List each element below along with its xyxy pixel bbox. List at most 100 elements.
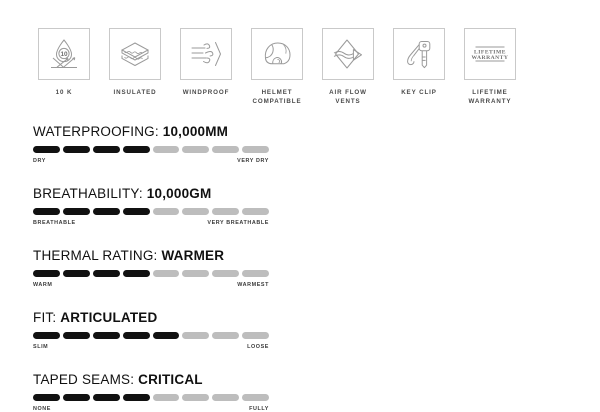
rating-segment bbox=[62, 208, 90, 215]
air-flow-vents-icon bbox=[330, 36, 366, 72]
spec-list: WATERPROOFING: 10,000MM DRY VERY DRY BRE… bbox=[33, 124, 269, 412]
rating-segment bbox=[33, 146, 60, 153]
spec-scale-min: BREATHABLE bbox=[33, 220, 76, 226]
spec-scale-min: DRY bbox=[33, 158, 46, 164]
feature-icon-box: 10 bbox=[38, 28, 90, 80]
spec-value: 10,000MM bbox=[162, 124, 229, 139]
feature-icon-box bbox=[180, 28, 232, 80]
rating-segment bbox=[33, 270, 60, 277]
spec-row-fit: FIT: ARTICULATED SLIM LOOSE bbox=[33, 310, 269, 350]
rating-segment bbox=[152, 332, 180, 339]
rating-segment bbox=[122, 208, 150, 215]
spec-scale: BREATHABLE VERY BREATHABLE bbox=[33, 220, 269, 226]
rating-segment bbox=[62, 270, 90, 277]
rating-segment bbox=[152, 270, 180, 277]
insulated-layers-icon bbox=[117, 36, 153, 72]
spec-name: FIT: bbox=[33, 310, 57, 325]
feature-icon-box bbox=[109, 28, 161, 80]
rating-segment bbox=[212, 394, 240, 401]
rating-segment bbox=[33, 208, 60, 215]
rating-segment bbox=[212, 270, 240, 277]
rating-segment bbox=[182, 208, 210, 215]
feature-label: INSULATED bbox=[113, 89, 157, 96]
rating-segment bbox=[242, 208, 269, 215]
rating-segment bbox=[92, 270, 120, 277]
spec-name: BREATHABILITY: bbox=[33, 186, 143, 201]
feature-icon-box: LIFETIME WARRANTY bbox=[464, 28, 516, 80]
spec-name: TAPED SEAMS: bbox=[33, 372, 135, 387]
rating-segment bbox=[122, 394, 150, 401]
feature-icon-box bbox=[251, 28, 303, 80]
key-clip-icon bbox=[401, 36, 437, 72]
feature-key-clip: KEY CLIP bbox=[393, 28, 445, 97]
feature-icon-box bbox=[393, 28, 445, 80]
feature-icon-strip: 10 10 K bbox=[0, 0, 600, 106]
feature-icon-box bbox=[322, 28, 374, 80]
rating-segment bbox=[62, 332, 90, 339]
spec-scale-min: WARM bbox=[33, 282, 53, 288]
spec-value: 10,000GM bbox=[146, 186, 212, 201]
spec-scale: SLIM LOOSE bbox=[33, 344, 269, 350]
spec-name: THERMAL RATING: bbox=[33, 248, 158, 263]
rating-segment bbox=[242, 270, 269, 277]
feature-windproof: WINDPROOF bbox=[180, 28, 232, 97]
feature-label: AIR FLOW VENTS bbox=[329, 89, 367, 105]
feature-label: KEY CLIP bbox=[401, 89, 437, 96]
spec-scale-max: FULLY bbox=[249, 406, 269, 412]
spec-value: ARTICULATED bbox=[60, 310, 158, 325]
spec-rating-bar bbox=[33, 394, 269, 401]
spec-value: CRITICAL bbox=[138, 372, 203, 387]
rating-segment bbox=[92, 208, 120, 215]
spec-rating-bar bbox=[33, 146, 269, 153]
rating-segment bbox=[212, 332, 240, 339]
rating-segment bbox=[122, 270, 150, 277]
spec-scale-max: VERY DRY bbox=[237, 158, 269, 164]
rating-segment bbox=[152, 146, 180, 153]
spec-title: THERMAL RATING: WARMER bbox=[33, 248, 269, 263]
spec-scale: DRY VERY DRY bbox=[33, 158, 269, 164]
rating-segment bbox=[242, 146, 269, 153]
spec-rating-bar bbox=[33, 332, 269, 339]
rating-segment bbox=[212, 146, 240, 153]
rating-segment bbox=[122, 332, 150, 339]
spec-scale-max: WARMEST bbox=[237, 282, 269, 288]
rating-segment bbox=[212, 208, 240, 215]
spec-rating-bar bbox=[33, 208, 269, 215]
rating-segment bbox=[33, 332, 60, 339]
drop-number-text: 10 bbox=[60, 51, 68, 58]
spec-scale-min: SLIM bbox=[33, 344, 49, 350]
rating-segment bbox=[92, 332, 120, 339]
feature-label: 10 K bbox=[55, 89, 73, 96]
rating-segment bbox=[62, 146, 90, 153]
rating-segment bbox=[33, 394, 60, 401]
feature-waterproof: 10 10 K bbox=[38, 28, 90, 97]
feature-air-flow-vents: AIR FLOW VENTS bbox=[322, 28, 374, 106]
spec-row-breathability: BREATHABILITY: 10,000GM BREATHABLE VERY … bbox=[33, 186, 269, 226]
rating-segment bbox=[92, 146, 120, 153]
feature-insulated: INSULATED bbox=[109, 28, 161, 97]
spec-title: BREATHABILITY: 10,000GM bbox=[33, 186, 269, 201]
warranty-line-2: WARRANTY bbox=[472, 55, 509, 61]
windproof-wind-icon bbox=[188, 36, 224, 72]
feature-label: WINDPROOF bbox=[182, 89, 230, 96]
rating-segment bbox=[182, 394, 210, 401]
feature-label: HELMET COMPATIBLE bbox=[252, 89, 302, 105]
spec-scale: NONE FULLY bbox=[33, 406, 269, 412]
spec-scale-max: VERY BREATHABLE bbox=[207, 220, 269, 226]
spec-row-taped-seams: TAPED SEAMS: CRITICAL NONE FULLY bbox=[33, 372, 269, 412]
rating-segment bbox=[62, 394, 90, 401]
feature-helmet-compatible: HELMET COMPATIBLE bbox=[251, 28, 303, 106]
lifetime-warranty-icon: LIFETIME WARRANTY bbox=[471, 36, 509, 72]
feature-label: LIFETIME WARRANTY bbox=[468, 89, 512, 105]
spec-scale: WARM WARMEST bbox=[33, 282, 269, 288]
rating-segment bbox=[182, 332, 210, 339]
spec-title: TAPED SEAMS: CRITICAL bbox=[33, 372, 269, 387]
rating-segment bbox=[182, 270, 210, 277]
spec-value: WARMER bbox=[161, 248, 225, 263]
rating-segment bbox=[152, 208, 180, 215]
spec-rating-bar bbox=[33, 270, 269, 277]
rating-segment bbox=[152, 394, 180, 401]
spec-scale-max: LOOSE bbox=[247, 344, 269, 350]
rating-segment bbox=[122, 146, 150, 153]
rating-segment bbox=[242, 332, 269, 339]
